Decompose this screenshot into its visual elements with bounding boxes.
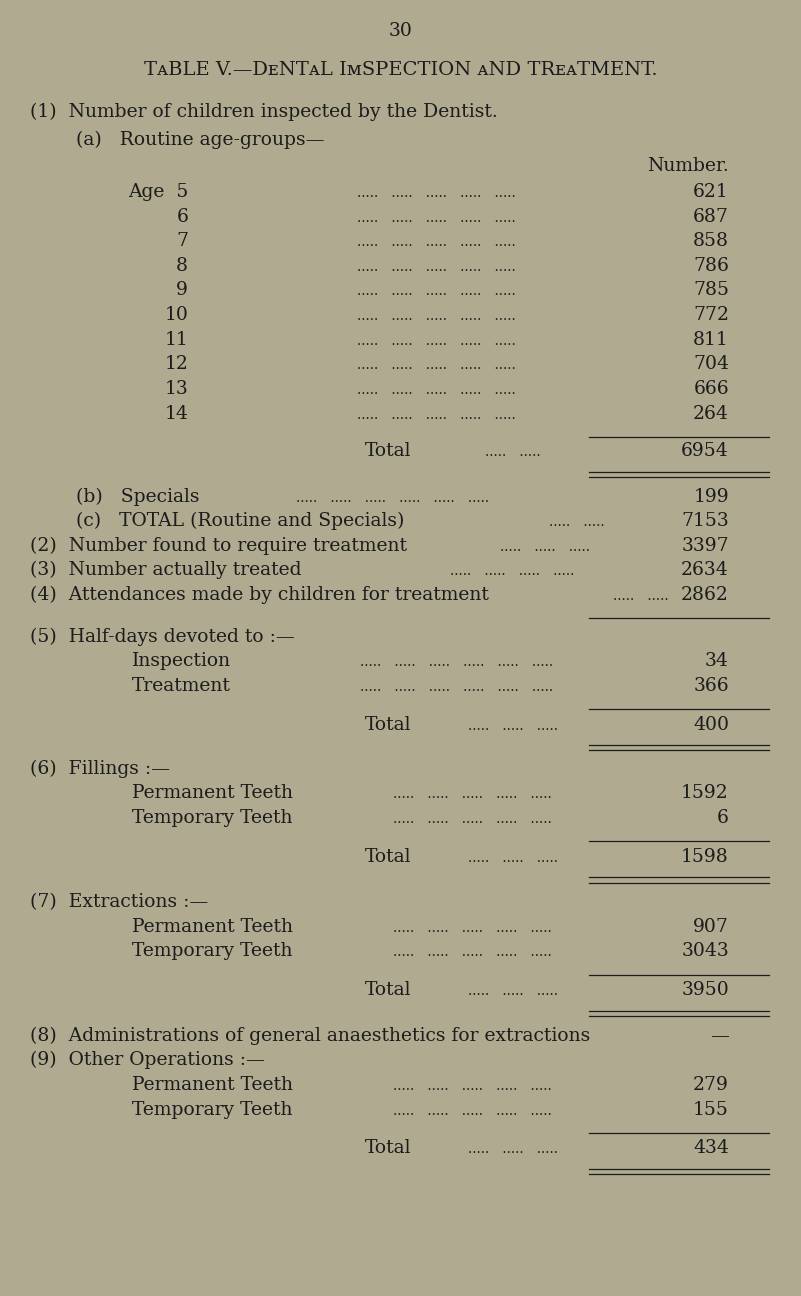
- Text: 704: 704: [693, 355, 729, 373]
- Text: 30: 30: [388, 22, 413, 40]
- Text: (8)  Administrations of general anaesthetics for extractions: (8) Administrations of general anaesthet…: [30, 1026, 590, 1045]
- Text: 2634: 2634: [681, 561, 729, 579]
- Text: 621: 621: [693, 183, 729, 201]
- Text: 11: 11: [164, 330, 188, 349]
- Text: .....   .....   .....   .....   .....: ..... ..... ..... ..... .....: [393, 946, 552, 959]
- Text: .....   .....   .....   .....   .....: ..... ..... ..... ..... .....: [357, 236, 516, 249]
- Text: 786: 786: [693, 257, 729, 275]
- Text: (4)  Attendances made by children for treatment: (4) Attendances made by children for tre…: [30, 586, 489, 604]
- Text: .....   .....   .....   .....   .....: ..... ..... ..... ..... .....: [357, 359, 516, 372]
- Text: (7)  Extractions :—: (7) Extractions :—: [30, 893, 209, 911]
- Text: Age  5: Age 5: [128, 183, 188, 201]
- Text: (5)  Half-days devoted to :—: (5) Half-days devoted to :—: [30, 627, 296, 645]
- Text: 666: 666: [694, 380, 729, 398]
- Text: TᴀBLE V.—DᴇNTᴀL IᴍSPECTION ᴀND TRᴇᴀTMENT.: TᴀBLE V.—DᴇNTᴀL IᴍSPECTION ᴀND TRᴇᴀTMENT…: [143, 61, 658, 79]
- Text: Temporary Teeth: Temporary Teeth: [132, 942, 292, 960]
- Text: 8: 8: [176, 257, 188, 275]
- Text: Treatment: Treatment: [132, 677, 231, 695]
- Text: 34: 34: [705, 652, 729, 670]
- Text: 2862: 2862: [681, 586, 729, 604]
- Text: 1598: 1598: [681, 848, 729, 866]
- Text: .....   .....: ..... .....: [485, 446, 541, 459]
- Text: 811: 811: [693, 330, 729, 349]
- Text: 785: 785: [693, 281, 729, 299]
- Text: .....   .....   .....   .....   .....: ..... ..... ..... ..... .....: [357, 408, 516, 421]
- Text: .....   .....   .....   .....   .....: ..... ..... ..... ..... .....: [357, 260, 516, 273]
- Text: 3043: 3043: [681, 942, 729, 960]
- Text: 199: 199: [694, 487, 729, 505]
- Text: 9: 9: [176, 281, 188, 299]
- Text: 434: 434: [693, 1139, 729, 1157]
- Text: (a)   Routine age-groups—: (a) Routine age-groups—: [76, 131, 324, 149]
- Text: .....   .....   .....   .....   .....: ..... ..... ..... ..... .....: [357, 285, 516, 298]
- Text: .....   .....   .....   .....   .....: ..... ..... ..... ..... .....: [393, 1104, 552, 1117]
- Text: (9)  Other Operations :—: (9) Other Operations :—: [30, 1051, 265, 1069]
- Text: .....   .....   .....   .....   .....: ..... ..... ..... ..... .....: [357, 334, 516, 347]
- Text: Number.: Number.: [647, 157, 729, 175]
- Text: 3950: 3950: [681, 981, 729, 999]
- Text: .....   .....   .....   .....   .....   .....: ..... ..... ..... ..... ..... .....: [296, 491, 489, 504]
- Text: Inspection: Inspection: [132, 652, 231, 670]
- Text: .....   .....   .....   .....   .....   .....: ..... ..... ..... ..... ..... .....: [360, 680, 553, 693]
- Text: .....   .....   .....: ..... ..... .....: [468, 719, 557, 732]
- Text: .....   .....   .....   .....   .....: ..... ..... ..... ..... .....: [357, 187, 516, 200]
- Text: .....   .....   .....   .....   .....: ..... ..... ..... ..... .....: [357, 384, 516, 397]
- Text: .....   .....   .....: ..... ..... .....: [468, 851, 557, 864]
- Text: Total: Total: [364, 981, 411, 999]
- Text: Total: Total: [364, 442, 411, 460]
- Text: 12: 12: [164, 355, 188, 373]
- Text: (c)   TOTAL (Routine and Specials): (c) TOTAL (Routine and Specials): [76, 512, 405, 530]
- Text: .....   .....: ..... .....: [613, 590, 669, 603]
- Text: 279: 279: [693, 1076, 729, 1094]
- Text: Total: Total: [364, 848, 411, 866]
- Text: 772: 772: [693, 306, 729, 324]
- Text: 13: 13: [164, 380, 188, 398]
- Text: 10: 10: [164, 306, 188, 324]
- Text: .....   .....   .....   .....   .....   .....: ..... ..... ..... ..... ..... .....: [360, 656, 553, 669]
- Text: Permanent Teeth: Permanent Teeth: [132, 1076, 293, 1094]
- Text: 907: 907: [693, 918, 729, 936]
- Text: Temporary Teeth: Temporary Teeth: [132, 809, 292, 827]
- Text: 264: 264: [693, 404, 729, 422]
- Text: .....   .....   .....   .....   .....: ..... ..... ..... ..... .....: [393, 813, 552, 826]
- Text: 6: 6: [176, 207, 188, 226]
- Text: 858: 858: [693, 232, 729, 250]
- Text: .....   .....   .....: ..... ..... .....: [500, 540, 590, 553]
- Text: .....   .....   .....   .....   .....: ..... ..... ..... ..... .....: [393, 921, 552, 934]
- Text: .....   .....   .....   .....   .....: ..... ..... ..... ..... .....: [393, 788, 552, 801]
- Text: (3)  Number actually treated: (3) Number actually treated: [30, 561, 302, 579]
- Text: —: —: [710, 1026, 729, 1045]
- Text: Total: Total: [364, 715, 411, 734]
- Text: Permanent Teeth: Permanent Teeth: [132, 784, 293, 802]
- Text: (1)  Number of children inspected by the Dentist.: (1) Number of children inspected by the …: [30, 102, 498, 121]
- Text: Permanent Teeth: Permanent Teeth: [132, 918, 293, 936]
- Text: 7: 7: [176, 232, 188, 250]
- Text: 14: 14: [164, 404, 188, 422]
- Text: (2)  Number found to require treatment: (2) Number found to require treatment: [30, 537, 408, 555]
- Text: (6)  Fillings :—: (6) Fillings :—: [30, 759, 171, 778]
- Text: .....   .....   .....: ..... ..... .....: [468, 1143, 557, 1156]
- Text: .....   .....: ..... .....: [549, 516, 605, 529]
- Text: 155: 155: [693, 1100, 729, 1118]
- Text: 687: 687: [693, 207, 729, 226]
- Text: .....   .....   .....   .....   .....: ..... ..... ..... ..... .....: [393, 1080, 552, 1093]
- Text: Total: Total: [364, 1139, 411, 1157]
- Text: 3397: 3397: [682, 537, 729, 555]
- Text: 7153: 7153: [681, 512, 729, 530]
- Text: 6954: 6954: [681, 442, 729, 460]
- Text: 1592: 1592: [681, 784, 729, 802]
- Text: .....   .....   .....   .....   .....: ..... ..... ..... ..... .....: [357, 211, 516, 224]
- Text: 6: 6: [717, 809, 729, 827]
- Text: (b)   Specials: (b) Specials: [76, 487, 199, 505]
- Text: Temporary Teeth: Temporary Teeth: [132, 1100, 292, 1118]
- Text: .....   .....   .....   .....   .....: ..... ..... ..... ..... .....: [357, 310, 516, 323]
- Text: .....   .....   .....: ..... ..... .....: [468, 985, 557, 998]
- Text: 366: 366: [694, 677, 729, 695]
- Text: .....   .....   .....   .....: ..... ..... ..... .....: [450, 565, 575, 578]
- Text: 400: 400: [693, 715, 729, 734]
